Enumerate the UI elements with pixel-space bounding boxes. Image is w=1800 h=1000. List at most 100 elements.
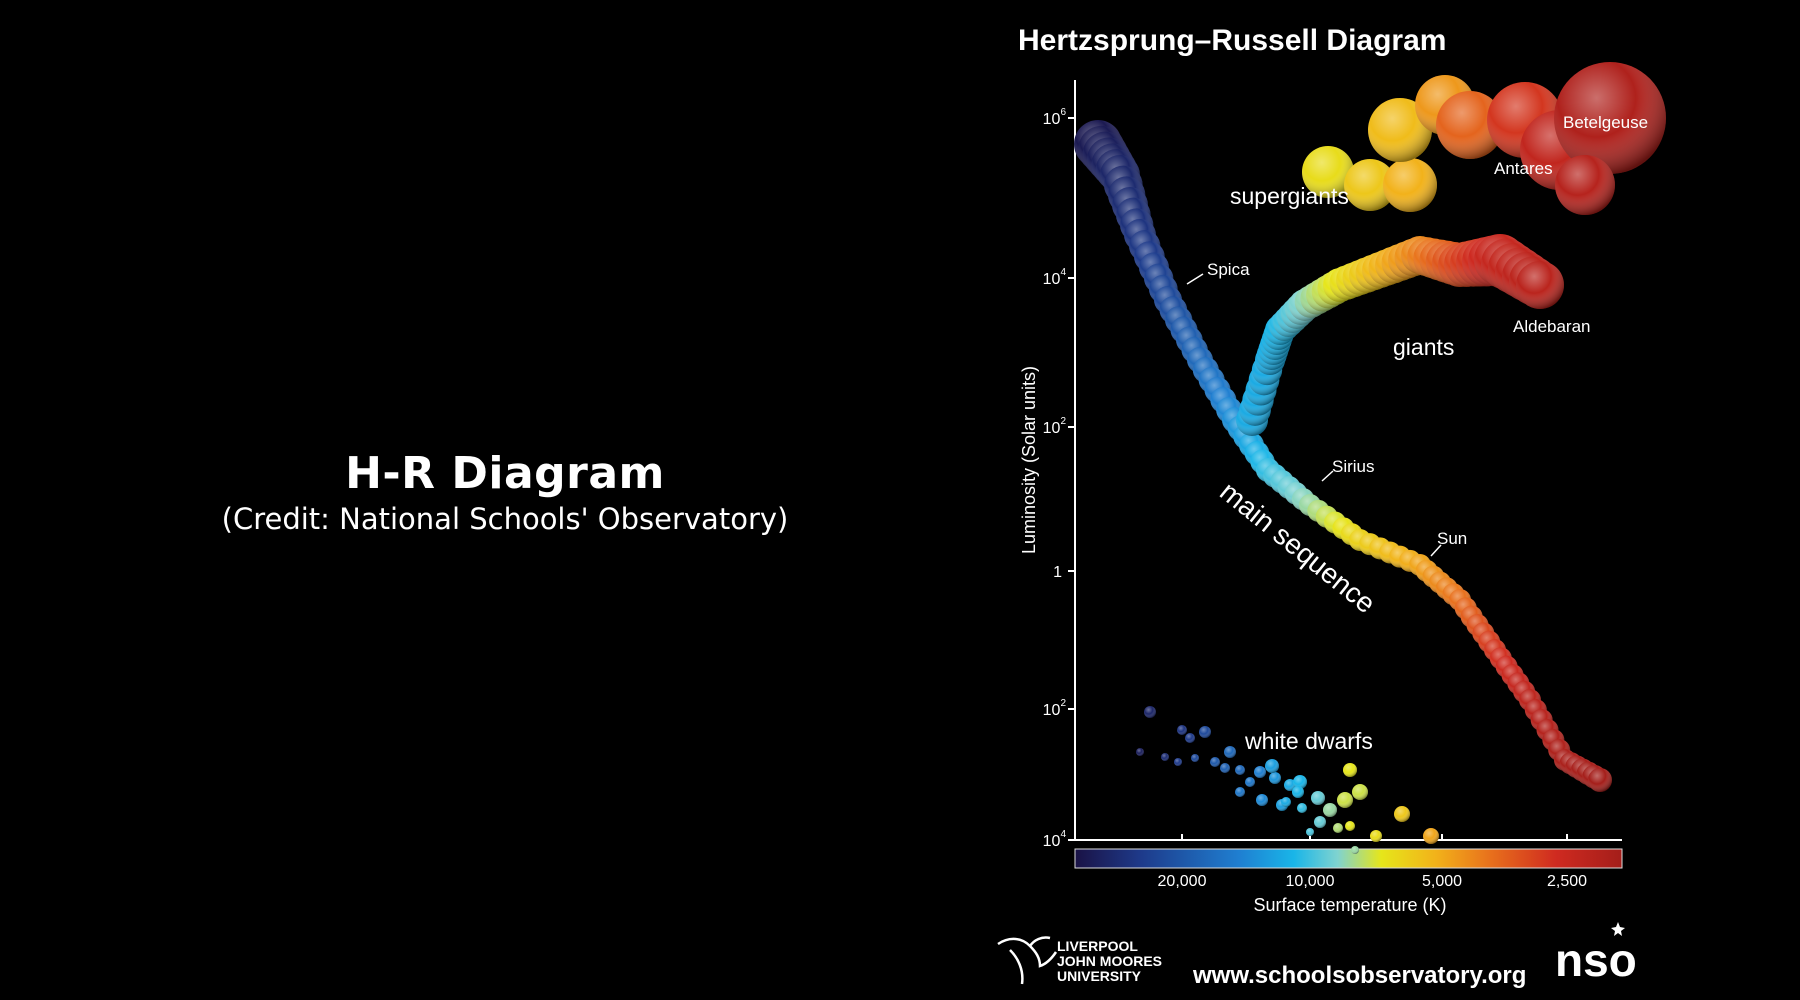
white-dwarf-star-shading	[1220, 763, 1230, 773]
white-dwarf-star	[1185, 733, 1195, 743]
ljmu-line-1: LIVERPOOL	[1057, 938, 1138, 954]
white-dwarf-star	[1220, 763, 1230, 773]
white-dwarf-star	[1199, 726, 1211, 738]
white-dwarf-star	[1235, 787, 1245, 797]
white-dwarf-star-shading	[1370, 830, 1382, 842]
white-dwarf-star	[1174, 758, 1182, 766]
supergiant-star-shading	[1436, 91, 1504, 159]
region-label-white-dwarfs: white dwarfs	[1244, 728, 1373, 754]
y-tick-exponent: 4	[1060, 829, 1066, 840]
white-dwarf-star	[1306, 828, 1314, 836]
y-tick-exponent: 4	[1060, 267, 1066, 278]
white-dwarf-star	[1297, 803, 1307, 813]
ljmu-logo: LIVERPOOL JOHN MOORES UNIVERSITY	[997, 936, 1162, 985]
white-dwarf-star	[1235, 765, 1245, 775]
giant-star-shading	[1516, 261, 1564, 309]
white-dwarf-star	[1210, 757, 1220, 767]
y-tick-label: 104	[1043, 267, 1067, 288]
white-dwarf-star-shading	[1351, 846, 1359, 854]
white-dwarf-star-shading	[1352, 784, 1368, 800]
y-axis-ticks: 106 104 102 1 102 104	[1043, 107, 1075, 850]
white-dwarf-star	[1136, 748, 1144, 756]
white-dwarf-star	[1394, 806, 1410, 822]
bird-icon	[997, 936, 1058, 985]
x-axis-ticks: 20,000 10,000 5,000 2,500	[1158, 834, 1587, 890]
white-dwarf-star-shading	[1136, 748, 1144, 756]
white-dwarf-star-shading	[1235, 765, 1245, 775]
star-label-antares: Antares	[1494, 159, 1553, 178]
white-dwarf-star	[1191, 754, 1199, 762]
white-dwarf-star-shading	[1235, 787, 1245, 797]
supergiant-star	[1383, 158, 1437, 212]
white-dwarf-star	[1352, 784, 1368, 800]
main-sequence-star	[1588, 768, 1612, 792]
white-dwarf-star-shading	[1306, 828, 1314, 836]
white-dwarf-star	[1292, 786, 1304, 798]
star-label-sun: Sun	[1437, 529, 1467, 548]
white-dwarf-star-shading	[1254, 766, 1266, 778]
white-dwarf-star-shading	[1185, 733, 1195, 743]
white-dwarf-star	[1337, 792, 1353, 808]
nso-logo-text: nso	[1555, 934, 1637, 986]
temperature-colorbar	[1074, 848, 1623, 869]
white-dwarf-star-shading	[1245, 777, 1255, 787]
star-field	[1074, 62, 1666, 854]
white-dwarf-star-shading	[1199, 726, 1211, 738]
supergiant-star	[1344, 159, 1396, 211]
supergiant-star-shading	[1302, 146, 1354, 198]
y-tick-label: 102	[1043, 698, 1067, 719]
diagram-title: Hertzsprung–Russell Diagram	[1018, 24, 1446, 57]
white-dwarf-star	[1224, 746, 1236, 758]
slide-credit: (Credit: National Schools' Observatory)	[221, 502, 789, 536]
white-dwarf-star-shading	[1323, 803, 1337, 817]
spica-leader	[1186, 273, 1204, 285]
white-dwarf-star-shading	[1423, 828, 1439, 844]
white-dwarf-star-shading	[1333, 823, 1343, 833]
star-icon	[1611, 922, 1625, 936]
supergiant-star-shading	[1383, 158, 1437, 212]
ljmu-line-2: JOHN MOORES	[1057, 953, 1162, 969]
main-sequence-star-shading	[1588, 768, 1612, 792]
white-dwarf-star-shading	[1256, 794, 1268, 806]
x-tick-label: 2,500	[1547, 873, 1587, 890]
white-dwarf-star	[1161, 753, 1169, 761]
sun-leader	[1430, 544, 1442, 557]
region-label-supergiants: supergiants	[1230, 183, 1349, 209]
slide-title: H-R Diagram	[345, 448, 665, 499]
white-dwarf-star-shading	[1265, 759, 1279, 773]
white-dwarf-star-shading	[1394, 806, 1410, 822]
white-dwarf-star-shading	[1311, 791, 1325, 805]
y-tick-exponent: 6	[1060, 107, 1066, 118]
y-tick-label: 106	[1043, 107, 1067, 128]
supergiant-star-shading	[1368, 98, 1432, 162]
ljmu-line-3: UNIVERSITY	[1057, 968, 1142, 984]
y-axis-label: Luminosity (Solar units)	[1019, 366, 1039, 554]
supergiant-star	[1555, 155, 1615, 215]
white-dwarf-star	[1423, 828, 1439, 844]
white-dwarf-star-shading	[1191, 754, 1199, 762]
white-dwarf-star	[1254, 766, 1266, 778]
supergiant-star	[1368, 98, 1432, 162]
white-dwarf-star-shading	[1174, 758, 1182, 766]
x-tick-label: 5,000	[1422, 873, 1462, 890]
x-tick-label: 10,000	[1286, 873, 1335, 890]
supergiant-star	[1436, 91, 1504, 159]
white-dwarf-star	[1177, 725, 1187, 735]
y-tick-label: 102	[1043, 416, 1067, 437]
white-dwarf-star	[1345, 821, 1355, 831]
supergiant-star-shading	[1555, 155, 1615, 215]
supergiant-star-shading	[1554, 62, 1666, 174]
white-dwarf-star	[1269, 772, 1281, 784]
white-dwarf-star-shading	[1177, 725, 1187, 735]
sirius-leader	[1321, 470, 1334, 482]
white-dwarf-star	[1314, 816, 1326, 828]
footer-url: www.schoolsobservatory.org	[1192, 962, 1526, 989]
white-dwarf-star-shading	[1210, 757, 1220, 767]
white-dwarf-star-shading	[1337, 792, 1353, 808]
x-tick-label: 20,000	[1158, 873, 1207, 890]
white-dwarf-star	[1144, 706, 1156, 718]
star-label-sirius: Sirius	[1332, 457, 1375, 476]
white-dwarf-star	[1343, 763, 1357, 777]
star-label-aldebaran: Aldebaran	[1513, 317, 1591, 336]
x-axis-label: Surface temperature (K)	[1253, 895, 1446, 915]
